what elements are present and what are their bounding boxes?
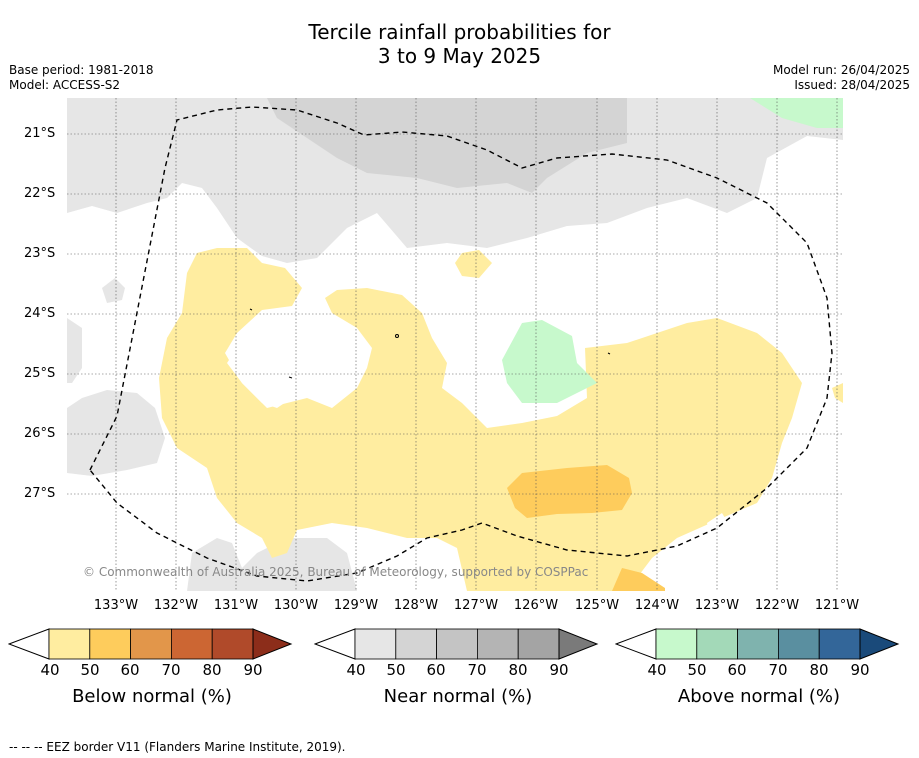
eez-border <box>89 106 833 582</box>
base-period: Base period: 1981-2018 <box>9 63 154 77</box>
lon-tick: 121°W <box>814 598 860 613</box>
lon-tick: 130°W <box>273 598 319 613</box>
colorbar-near-segment <box>354 628 397 660</box>
colorbar-near-label: Near normal (%) <box>383 686 533 707</box>
normal-hole-southeast <box>707 513 767 591</box>
colorbar-above-high-extension <box>859 628 900 660</box>
colorbar-above-segment <box>696 628 739 660</box>
colorbar-near-tick: 70 <box>467 661 487 679</box>
eez-legend-note: -- -- -- EEZ border V11 (Flanders Marine… <box>9 740 346 754</box>
lon-tick: 127°W <box>453 598 499 613</box>
lat-tick: 26°S <box>24 426 56 441</box>
map-title-line2: 3 to 9 May 2025 <box>377 44 542 68</box>
near-normal-region-west <box>67 390 165 476</box>
lat-tick: 21°S <box>24 126 56 141</box>
colorbar-above-tick: 70 <box>768 661 788 679</box>
lat-tick: 27°S <box>24 486 56 501</box>
lat-tick: 23°S <box>24 246 56 261</box>
lat-tick: 22°S <box>24 186 56 201</box>
colorbar-near-tick: 90 <box>549 661 569 679</box>
colorbar-below-low-extension <box>8 628 50 660</box>
lat-tick: 24°S <box>24 306 56 321</box>
map-svg <box>67 98 843 591</box>
colorbar-above-tick: 90 <box>850 661 870 679</box>
lat-tick: 25°S <box>24 366 56 381</box>
map-panel[interactable] <box>67 98 843 591</box>
colorbar-above-segment <box>818 628 861 660</box>
colorbar-near-tick: 40 <box>346 661 366 679</box>
colorbar-near-tick: 60 <box>426 661 446 679</box>
model-name: Model: ACCESS-S2 <box>9 78 121 92</box>
lon-tick: 123°W <box>694 598 740 613</box>
colorbar-above-tick: 80 <box>809 661 829 679</box>
islands <box>249 308 611 379</box>
colorbar-below-segment <box>48 628 91 660</box>
map-gridlines <box>67 98 843 591</box>
lon-tick: 129°W <box>333 598 379 613</box>
near-normal-region-islet <box>102 278 125 303</box>
colorbar-above-segment <box>737 628 779 660</box>
colorbar-below-tick: 50 <box>80 661 100 679</box>
lon-tick: 125°W <box>574 598 620 613</box>
colorbar-above-low-extension <box>615 628 657 660</box>
map-title-line1: Tercile rainfall probabilities for <box>308 20 611 44</box>
colorbar-below-tick: 70 <box>161 661 181 679</box>
colorbar-above <box>615 628 900 660</box>
issued-date: Issued: 28/04/2025 <box>794 78 910 92</box>
colorbar-below-segment <box>211 628 254 660</box>
near-normal-region-south <box>187 538 357 591</box>
colorbar-below-tick: 40 <box>40 661 60 679</box>
colorbar-below-label: Below normal (%) <box>72 686 232 707</box>
below-normal-region-south-core <box>612 568 665 591</box>
colorbar-below-tick: 90 <box>243 661 263 679</box>
colorbar-below-segment <box>170 628 213 660</box>
lon-tick: 122°W <box>754 598 800 613</box>
above-normal-region-central <box>502 320 597 403</box>
copyright-notice: © Commonwealth of Australia 2025, Bureau… <box>83 565 589 579</box>
colorbar-above-tick: 50 <box>687 661 707 679</box>
colorbar-below-tick: 80 <box>202 661 222 679</box>
colorbar-near <box>314 628 599 660</box>
lon-tick: 124°W <box>634 598 680 613</box>
below-normal-region-east-edge <box>832 383 843 403</box>
below-normal-region-main <box>159 248 802 591</box>
colorbar-above-segment <box>777 628 820 660</box>
lon-tick: 128°W <box>393 598 439 613</box>
colorbar-above-tick: 60 <box>727 661 747 679</box>
near-normal-region-north-core <box>267 98 627 193</box>
colorbar-below-tick: 60 <box>120 661 140 679</box>
colorbar-near-segment <box>395 628 438 660</box>
colorbar-above-label: Above normal (%) <box>677 686 841 707</box>
colorbar-below-segment <box>89 628 132 660</box>
colorbar-above-tick: 40 <box>647 661 667 679</box>
colorbar-below <box>8 628 293 660</box>
model-run: Model run: 26/04/2025 <box>772 63 910 77</box>
colorbar-near-tick: 80 <box>508 661 528 679</box>
below-normal-region-north-blob <box>455 250 492 278</box>
colorbar-near-low-extension <box>314 628 356 660</box>
colorbar-near-segment <box>476 628 519 660</box>
lon-tick: 133°W <box>93 598 139 613</box>
colorbar-near-tick: 50 <box>386 661 406 679</box>
colorbar-below-high-extension <box>252 628 293 660</box>
lon-tick: 126°W <box>513 598 559 613</box>
colorbar-near-segment <box>436 628 478 660</box>
lon-tick: 131°W <box>213 598 259 613</box>
near-normal-region-sw <box>67 318 82 383</box>
below-normal-region-core <box>507 465 632 518</box>
colorbar-near-high-extension <box>558 628 599 660</box>
colorbar-above-segment <box>655 628 698 660</box>
colorbar-below-segment <box>130 628 172 660</box>
above-normal-region-northeast <box>750 98 843 128</box>
lon-tick: 132°W <box>153 598 199 613</box>
colorbar-near-segment <box>517 628 560 660</box>
